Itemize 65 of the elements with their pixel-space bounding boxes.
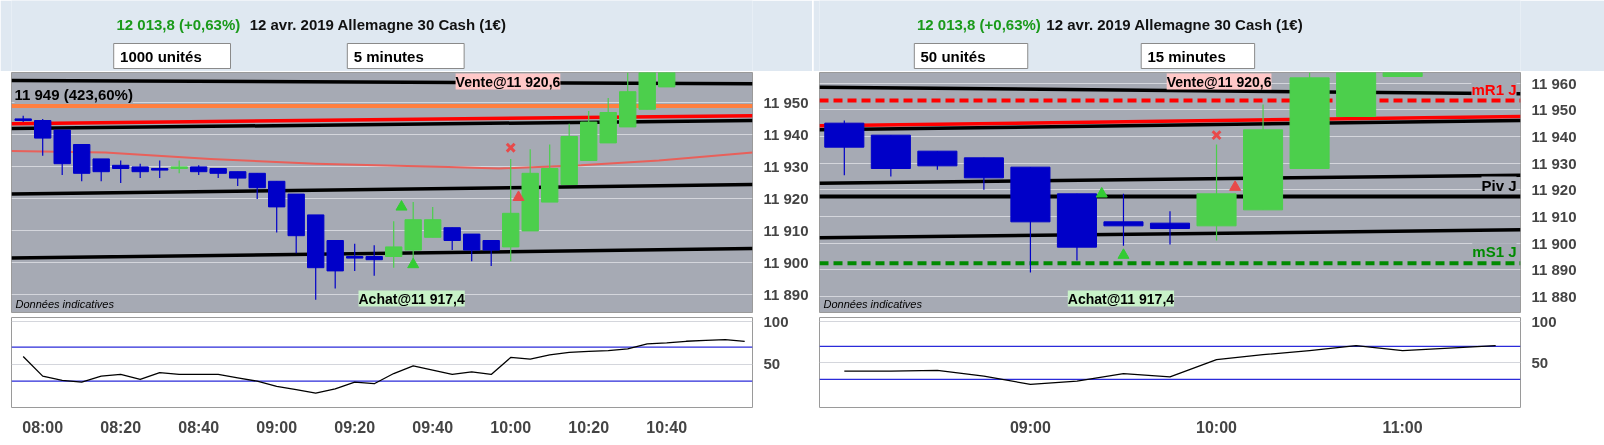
chart-subtitle: 12 013,8 (+0,63%) [116, 16, 241, 33]
line-series [22, 338, 746, 394]
text: 5 minutes [353, 48, 424, 65]
x-tick-label: 09:40 [412, 418, 454, 436]
point [1211, 129, 1222, 141]
text: 50 unités [920, 48, 986, 65]
annotation: Vente@11 920,6 [1166, 73, 1272, 90]
point [1095, 186, 1108, 198]
y-tick-label: 11 890 [1531, 261, 1577, 279]
y-tick-label: 11 950 [1531, 101, 1577, 119]
y-tick-label: 100 [763, 312, 789, 330]
y-tick-label: 11 930 [763, 158, 809, 176]
x-tick-label: 10:40 [646, 418, 688, 436]
candlestick [1103, 193, 1144, 247]
annotation: Données indicatives [823, 297, 923, 310]
text: 1000 unités [120, 48, 202, 65]
x-tick-label: 09:00 [256, 418, 298, 436]
text: 15 minutes [1147, 48, 1226, 65]
y-tick-label: 11 950 [763, 94, 809, 112]
point [505, 142, 517, 154]
x-tick-label: 11:00 [1382, 418, 1423, 436]
candlestick [424, 206, 442, 238]
y-tick-label: 11 900 [1531, 234, 1577, 252]
chart-title: 12 avr. 2019 Allemagne 30 Cash (1€) [1046, 16, 1303, 33]
point [407, 257, 420, 269]
y-tick-label: 11 940 [763, 126, 809, 144]
y-tick-label: 11 880 [1531, 288, 1577, 305]
annotation: Données indicatives [15, 297, 115, 310]
x-tick-label: 09:00 [1009, 418, 1051, 436]
ref-line-label: mR1 J [1471, 80, 1517, 98]
x-tick-label: 08:40 [178, 418, 220, 436]
point [1229, 180, 1242, 191]
x-tick-label: 10:20 [568, 418, 610, 436]
x-tick-label: 08:00 [22, 418, 64, 436]
y-tick-label: 11 910 [763, 222, 809, 240]
y-tick-label: 11 900 [763, 254, 809, 272]
point [1117, 248, 1130, 259]
y-tick-label: 11 940 [1531, 128, 1577, 145]
annotation: Achat@11 917,4 [358, 290, 465, 307]
ref-line-label: Piv J [1481, 176, 1517, 194]
candlestick [443, 227, 461, 251]
annotation: Achat@11 917,4 [1067, 290, 1175, 307]
y-tick-label: 11 920 [763, 190, 809, 208]
y-tick-label: 50 [763, 355, 781, 373]
ref-line-label: mS1 J [1472, 243, 1517, 261]
line-series [11, 149, 753, 170]
chart-subtitle: 12 013,8 (+0,63%) [916, 16, 1041, 33]
x-tick-label: 08:20 [100, 418, 142, 436]
y-tick-label: 50 [1531, 353, 1549, 371]
x-tick-label: 09:20 [334, 418, 376, 436]
x-tick-label: 10:00 [490, 418, 532, 436]
y-tick-label: 100 [1531, 312, 1557, 330]
point [395, 200, 408, 211]
y-tick-label: 11 960 [1531, 74, 1577, 92]
candlestick [1149, 210, 1191, 246]
ref-line-label: 11 949 (423,60%) [14, 86, 133, 104]
point [512, 190, 525, 201]
y-tick-label: 11 920 [1531, 181, 1577, 199]
annotation: Vente@11 920,6 [455, 73, 561, 90]
x-tick-label: 10:00 [1196, 418, 1238, 436]
line-series [843, 344, 1497, 386]
y-tick-label: 11 930 [1531, 154, 1577, 172]
chart-title: 12 avr. 2019 Allemagne 30 Cash (1€) [249, 16, 506, 33]
y-tick-label: 11 890 [763, 286, 809, 304]
y-tick-label: 11 910 [1531, 208, 1577, 225]
